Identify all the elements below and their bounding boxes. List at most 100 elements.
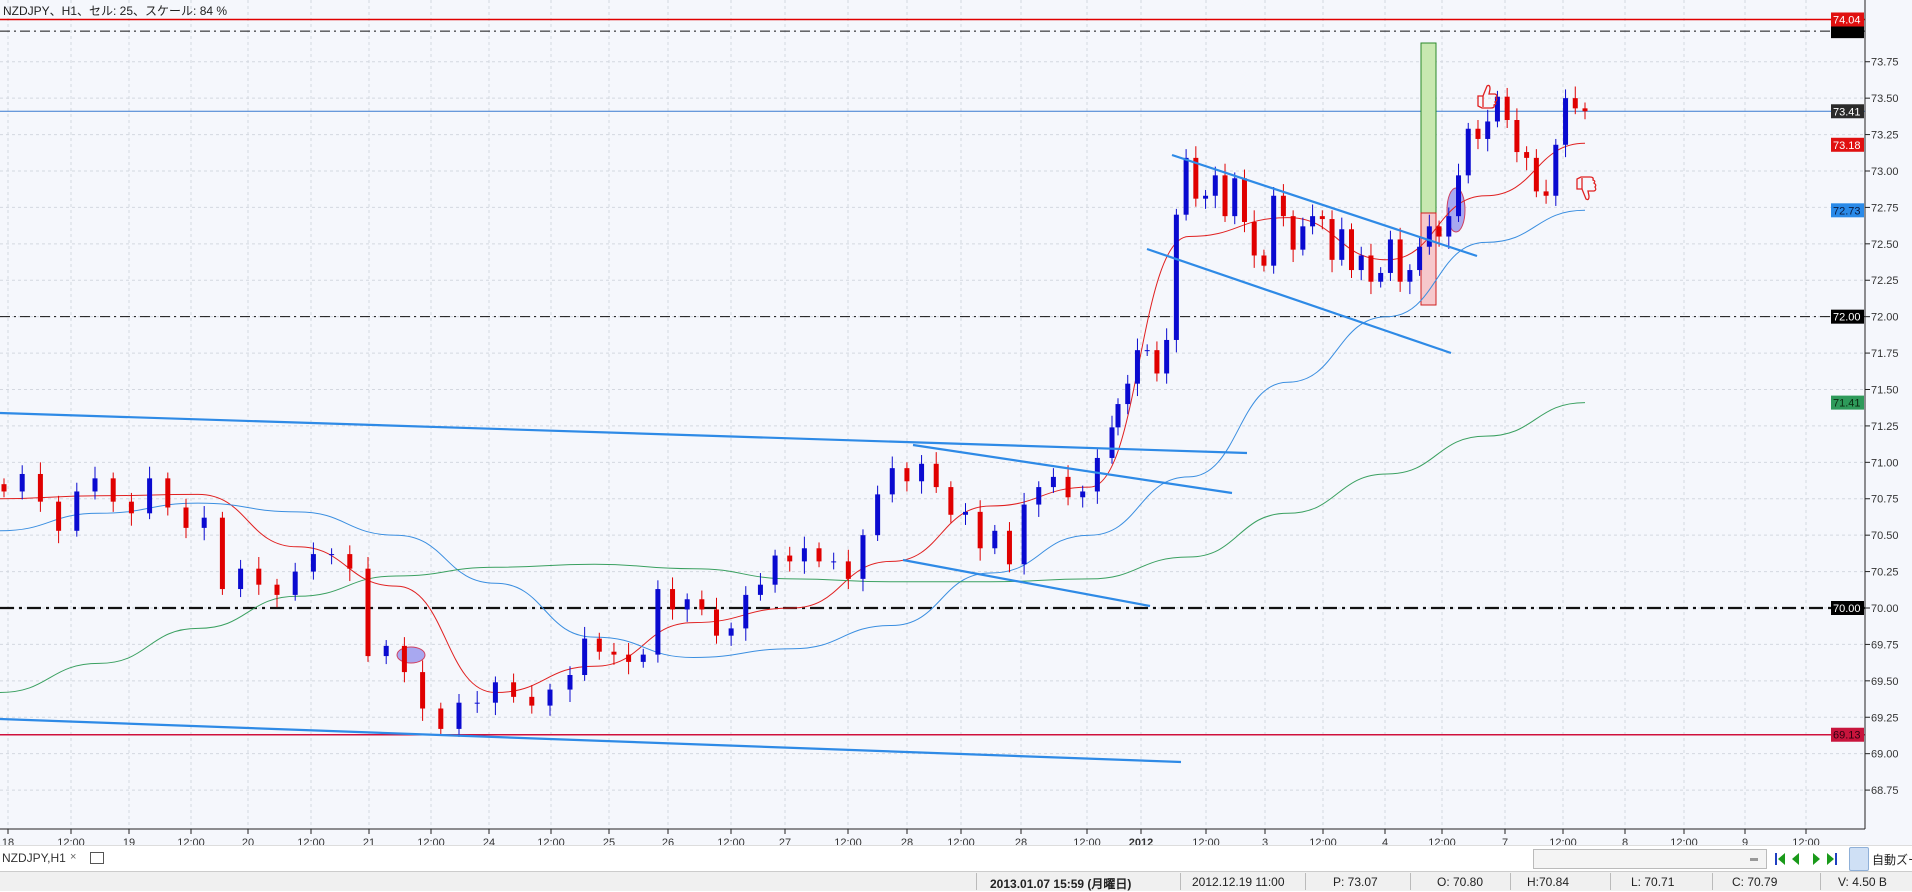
candle[interactable] [1524, 152, 1530, 158]
candle[interactable] [1426, 226, 1432, 247]
candle[interactable] [626, 654, 632, 662]
candle[interactable] [1553, 144, 1559, 196]
trendline[interactable] [0, 411, 1248, 455]
candle[interactable] [831, 561, 837, 563]
candle[interactable] [201, 517, 207, 528]
previous-icon[interactable] [1792, 853, 1799, 865]
candle[interactable] [492, 682, 498, 703]
candle[interactable] [860, 535, 866, 579]
trendline[interactable] [912, 443, 1233, 495]
candle[interactable] [1494, 96, 1500, 122]
candle[interactable] [383, 645, 389, 657]
candle[interactable] [1212, 175, 1218, 196]
candle[interactable] [743, 594, 749, 629]
candle[interactable] [1050, 476, 1056, 488]
candle[interactable] [74, 491, 80, 531]
candle[interactable] [1349, 229, 1354, 271]
candle[interactable] [1514, 120, 1520, 153]
candle[interactable] [420, 672, 426, 709]
time-axis[interactable]: 18 12:00 19 12:00 20 12:00 21 12:00 24 12:00 25 26 1… [2, 829, 1820, 849]
candle[interactable] [567, 675, 573, 690]
candle[interactable] [1339, 229, 1345, 260]
candle[interactable] [1109, 427, 1115, 458]
candle[interactable] [1036, 487, 1042, 505]
candle[interactable] [963, 511, 969, 515]
candle[interactable] [582, 638, 588, 676]
candle[interactable] [1533, 157, 1539, 192]
candle[interactable] [110, 478, 116, 502]
candle[interactable] [904, 468, 910, 482]
candle[interactable] [183, 507, 189, 528]
candle[interactable] [713, 609, 719, 636]
first-page-icon[interactable] [1775, 853, 1785, 865]
candle[interactable] [1, 484, 7, 492]
auto-zoom-icon[interactable] [1849, 847, 1869, 871]
candle[interactable] [816, 548, 822, 562]
candle[interactable] [1173, 214, 1179, 340]
candle[interactable] [757, 584, 763, 595]
candle[interactable] [772, 555, 778, 585]
candle[interactable] [547, 689, 553, 706]
candle[interactable] [365, 568, 371, 657]
candle[interactable] [1183, 157, 1189, 215]
candle[interactable] [1006, 530, 1012, 565]
candle[interactable] [1280, 195, 1286, 217]
candle[interactable] [1319, 216, 1325, 220]
candle[interactable] [1310, 216, 1316, 227]
candle[interactable] [1290, 216, 1296, 250]
price-axis[interactable]: 68.75 69.00 69.25 69.50 69.75 70.00 70.25 70.50… [1865, 57, 1899, 797]
candle[interactable] [977, 511, 983, 549]
candle[interactable] [1475, 128, 1481, 139]
candle[interactable] [787, 555, 793, 562]
thumbs-down-icon[interactable] [1576, 176, 1597, 201]
candle[interactable] [1203, 195, 1209, 199]
candle[interactable] [933, 463, 939, 488]
candle[interactable] [1154, 350, 1160, 374]
candle[interactable] [92, 478, 98, 492]
candle[interactable] [1368, 255, 1374, 282]
trendline[interactable] [902, 558, 1151, 608]
scroll-position-input[interactable] [1533, 849, 1767, 869]
candle[interactable] [1582, 108, 1588, 112]
candle[interactable] [511, 682, 517, 697]
candle[interactable] [670, 589, 676, 610]
candle[interactable] [699, 599, 705, 610]
candle[interactable] [845, 561, 851, 579]
candle[interactable] [1504, 96, 1510, 121]
candle[interactable] [1222, 175, 1228, 217]
candle[interactable] [1436, 226, 1442, 237]
candle[interactable] [1080, 491, 1086, 498]
candle[interactable] [456, 702, 462, 729]
candle[interactable] [1021, 504, 1027, 565]
candle[interactable] [310, 554, 316, 572]
candle[interactable] [1251, 221, 1257, 256]
trendline[interactable] [0, 717, 1182, 764]
channel-top-trendline[interactable] [1171, 153, 1478, 258]
auto-zoom-label[interactable]: 自動ズーム [1872, 853, 1912, 867]
candle[interactable] [329, 554, 335, 556]
candle[interactable] [1115, 404, 1121, 428]
candle[interactable] [1358, 255, 1364, 271]
price-chart[interactable]: 68.75 69.00 69.25 69.50 69.75 70.00 70.25 70.50… [0, 0, 1912, 849]
candle[interactable] [889, 468, 895, 495]
candle[interactable] [1378, 272, 1384, 282]
candle[interactable] [128, 501, 134, 514]
candle[interactable] [728, 628, 734, 636]
candle[interactable] [1485, 121, 1491, 139]
chart-canvas[interactable]: 68.75 69.00 69.25 69.50 69.75 70.00 70.25 70.50… [0, 0, 1912, 849]
restore-window-icon[interactable] [90, 852, 104, 864]
candle[interactable] [919, 463, 925, 482]
candle[interactable] [256, 568, 262, 585]
thumbs-up-icon[interactable] [1477, 84, 1498, 109]
candle[interactable] [56, 501, 62, 531]
candle[interactable] [438, 708, 444, 729]
candle[interactable] [529, 696, 535, 706]
candle[interactable] [1065, 476, 1071, 498]
candle[interactable] [948, 487, 954, 515]
candle[interactable] [684, 599, 690, 610]
last-page-icon[interactable] [1827, 853, 1837, 865]
candle[interactable] [1134, 350, 1140, 384]
candle[interactable] [1329, 219, 1335, 260]
candle[interactable] [801, 548, 807, 562]
candle[interactable] [992, 530, 998, 549]
